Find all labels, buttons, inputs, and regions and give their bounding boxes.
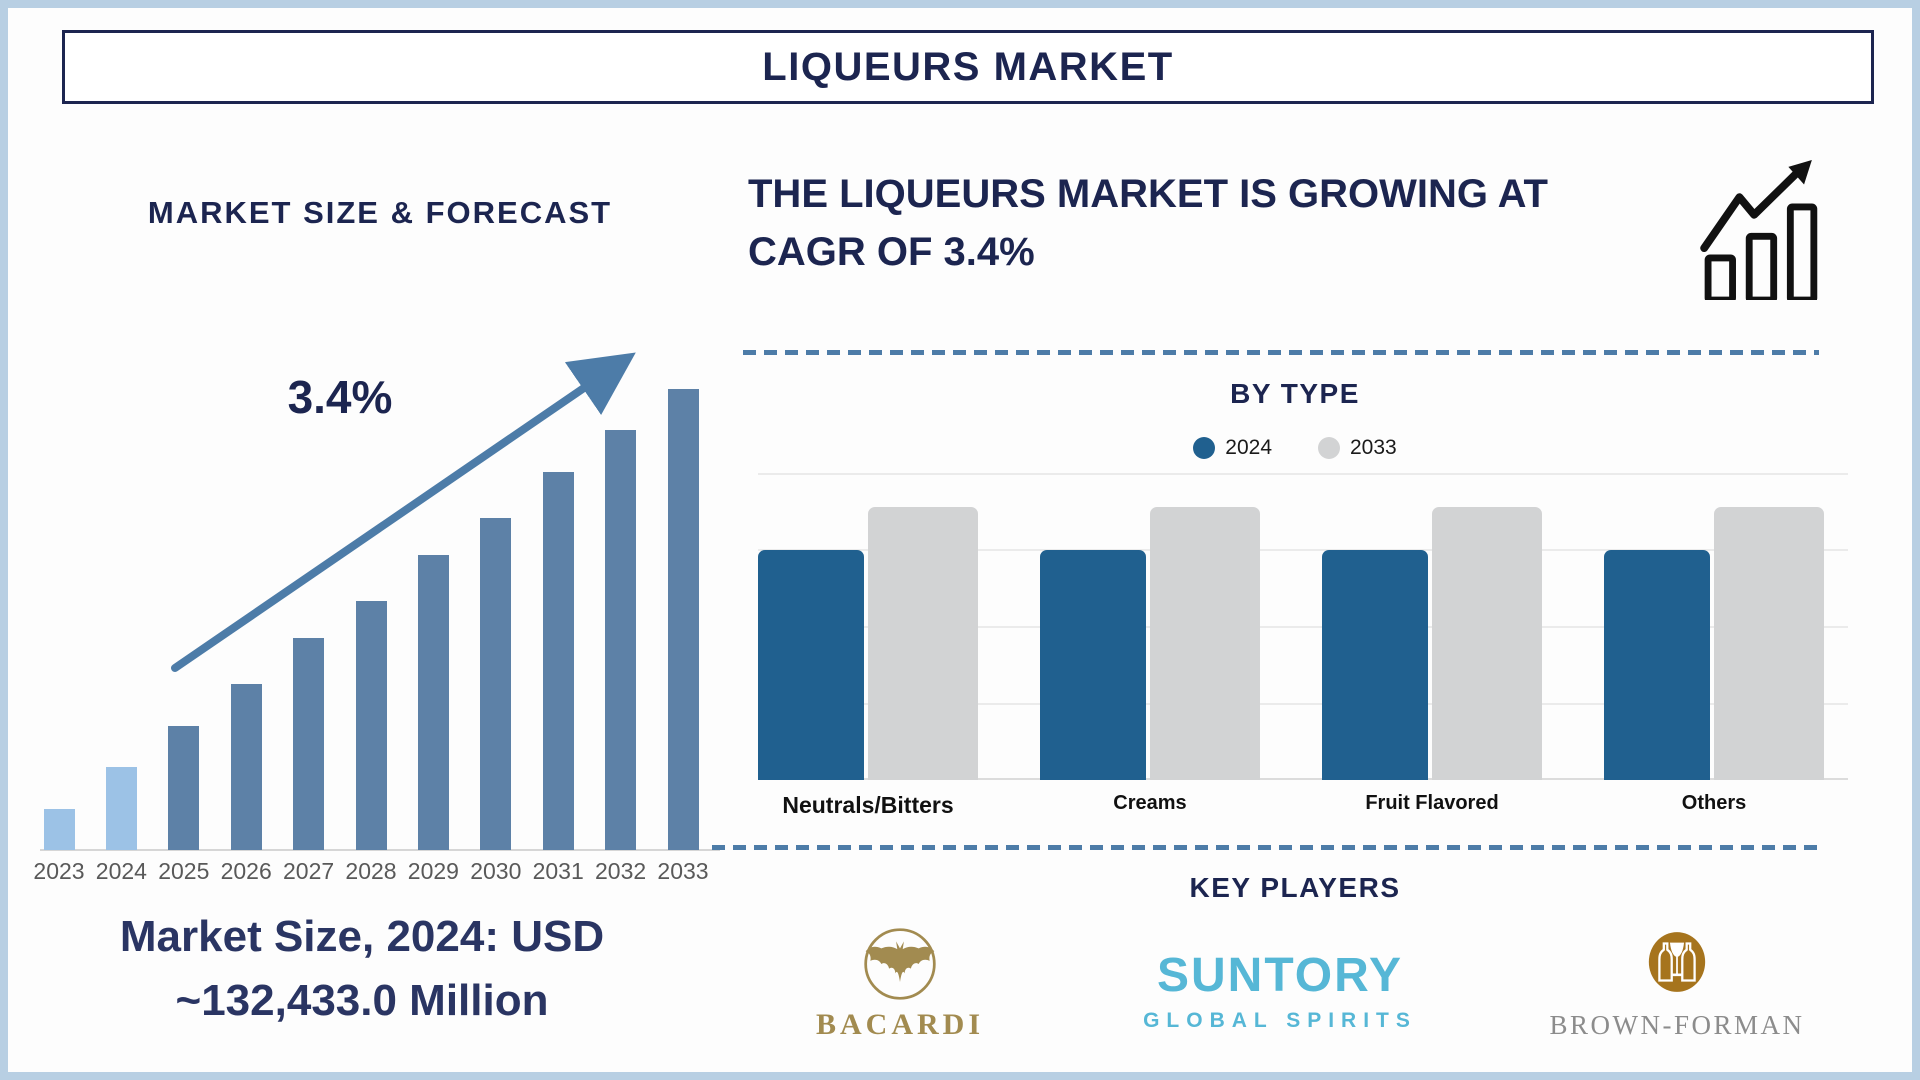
type-category-label: Others [1681, 792, 1747, 814]
year-label-2031: 2031 [532, 858, 584, 884]
brown-forman-wordmark: BROWN-FORMAN [1549, 1010, 1805, 1040]
by-type-category-labels: Neutrals/Bitters Creams Fruit Flavored Othe… [758, 792, 1848, 826]
gridline [758, 549, 1848, 551]
forecast-bar-2024 [105, 767, 137, 850]
by-type-bar-2033-1 [1150, 507, 1260, 780]
forecast-bar-2023 [43, 809, 75, 850]
by-type-bar-2024-1 [1040, 550, 1146, 780]
market-size-callout: Market Size, 2024: USD ~132,433.0 Millio… [119, 912, 605, 1025]
suntory-subtitle: GLOBAL SPIRITS [1143, 1009, 1417, 1032]
year-label-2026: 2026 [220, 858, 272, 884]
year-label-2030: 2030 [470, 858, 522, 884]
forecast-bar-2026 [230, 684, 262, 850]
by-type-bar-2033-2 [1432, 507, 1542, 780]
by-type-bar-2024-2 [1322, 550, 1428, 780]
cagr-headline: THE LIQUEURS MARKET IS GROWING AT CAGR O… [748, 172, 1548, 274]
type-category-label: Fruit Flavored [1365, 792, 1499, 814]
cagr-value-label: 3.4% [287, 371, 393, 423]
gridline [758, 473, 1848, 475]
dashed-divider-top [743, 350, 1819, 355]
forecast-bar-2030 [480, 518, 512, 850]
forecast-bar-2025 [168, 726, 200, 850]
forecast-bar-2031 [542, 472, 574, 850]
by-type-legend: 2024 2033 [745, 433, 1845, 463]
by-type-bar-2033-0 [868, 507, 978, 780]
dashed-divider-bottom [712, 845, 1818, 850]
year-label-2027: 2027 [283, 858, 335, 884]
legend-item-2033: 2033 [1318, 436, 1397, 460]
forecast-bar-2029 [417, 555, 449, 850]
by-type-bar-2024-3 [1604, 550, 1710, 780]
forecast-bar-2028 [355, 601, 387, 850]
logo-bacardi: BACARDI [790, 925, 1010, 1042]
by-type-bar-chart [758, 473, 1848, 780]
legend-label-2024: 2024 [1225, 436, 1272, 459]
legend-dot-2033 [1318, 437, 1340, 459]
page-title: LIQUEURS MARKET [762, 44, 1174, 89]
year-label-2029: 2029 [407, 858, 459, 884]
forecast-axis-line [40, 849, 720, 851]
logo-suntory: SUNTORY GLOBAL SPIRITS [1120, 948, 1440, 1033]
gridline [758, 703, 1848, 705]
logo-brown-forman: BROWN-FORMAN [1542, 918, 1812, 1041]
key-players-title: KEY PLAYERS [1189, 872, 1401, 903]
year-label-2025: 2025 [158, 858, 210, 884]
by-type-axis-line [758, 778, 1848, 780]
bacardi-bat-icon [864, 928, 936, 1000]
legend-item-2024: 2024 [1193, 436, 1272, 460]
year-label-2032: 2032 [595, 858, 647, 884]
legend-dot-2024 [1193, 437, 1216, 459]
bacardi-wordmark: BACARDI [815, 1008, 984, 1041]
year-label-2033: 2033 [657, 858, 709, 884]
title-box: LIQUEURS MARKET [62, 30, 1874, 104]
gridline [758, 626, 1848, 628]
forecast-chart-title: MARKET SIZE & FORECAST [147, 195, 613, 230]
suntory-wordmark: SUNTORY [1156, 949, 1404, 1002]
by-type-title: BY TYPE [1230, 378, 1360, 409]
type-category-label: Creams [1113, 792, 1187, 814]
brown-forman-emblem-icon [1648, 932, 1706, 992]
by-type-bar-2024-0 [758, 550, 864, 780]
forecast-bar-2032 [605, 430, 637, 850]
forecast-bar-2033 [667, 389, 699, 850]
forecast-bar-2027 [293, 638, 325, 850]
year-label-2028: 2028 [345, 858, 397, 884]
year-label-2023: 2023 [33, 858, 85, 884]
forecast-x-axis-labels: 2023 2024 2025 2026 2027 2028 2029 2030 2031 2032… [33, 858, 720, 888]
legend-label-2033: 2033 [1350, 436, 1397, 459]
growth-chart-icon [1700, 159, 1818, 300]
forecast-bar-chart: 3.4% [40, 340, 720, 851]
year-label-2024: 2024 [95, 858, 147, 884]
by-type-bar-2033-3 [1714, 507, 1824, 780]
type-category-label: Neutrals/Bitters [782, 792, 954, 818]
